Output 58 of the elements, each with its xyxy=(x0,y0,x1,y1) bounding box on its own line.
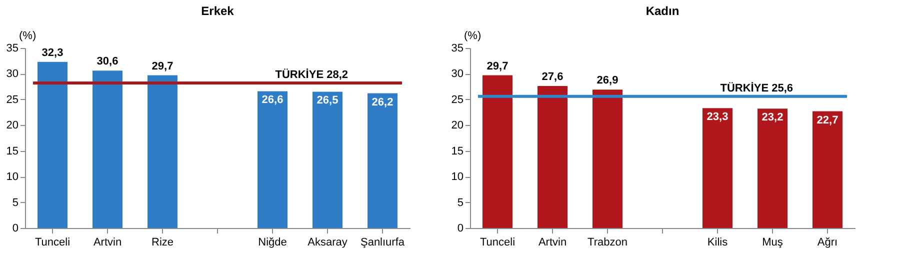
y-tick-label: 25 xyxy=(451,94,464,106)
y-axis-title: (%) xyxy=(19,30,36,42)
data-label: 26,9 xyxy=(596,74,618,87)
y-tick-label: 15 xyxy=(6,145,18,158)
y-tick-label: 15 xyxy=(451,145,464,158)
bar xyxy=(482,75,512,228)
data-label: 26,6 xyxy=(262,94,284,106)
x-tick-label: Şanlıurfa xyxy=(360,236,406,248)
y-tick-label: 5 xyxy=(12,196,18,209)
x-tick-label: Muş xyxy=(762,236,784,248)
data-label: 30,6 xyxy=(96,56,118,68)
x-tick-label: Ağrı xyxy=(817,236,838,248)
x-tick-label: Aksaray xyxy=(308,236,348,248)
bar xyxy=(812,111,842,228)
bar xyxy=(258,91,288,228)
data-label: 26,2 xyxy=(372,96,394,108)
bar xyxy=(538,86,568,228)
ref-line-label: TÜRKİYE 25,6 xyxy=(720,81,793,94)
bar xyxy=(702,108,732,228)
ref-line-label: TÜRKİYE 28,2 xyxy=(275,68,348,81)
x-tick-label: Tunceli xyxy=(34,236,70,248)
chart-title: Erkek xyxy=(201,4,234,18)
x-tick-label: Trabzon xyxy=(588,236,628,248)
bar xyxy=(38,62,68,228)
y-tick-label: 30 xyxy=(6,68,18,80)
y-tick-label: 0 xyxy=(12,222,18,234)
y-tick-label: 0 xyxy=(457,222,464,234)
y-tick-label: 10 xyxy=(6,171,18,184)
bar xyxy=(368,93,398,228)
y-tick-label: 5 xyxy=(457,196,464,209)
data-label: 23,3 xyxy=(706,111,728,124)
x-tick-label: Artvin xyxy=(538,236,567,248)
data-label: 23,2 xyxy=(762,112,784,124)
x-tick-label: Rize xyxy=(151,236,174,248)
y-axis-title: (%) xyxy=(464,30,482,42)
data-label: 22,7 xyxy=(816,114,838,126)
x-tick-label: Niğde xyxy=(258,236,287,248)
y-tick-label: 35 xyxy=(451,42,464,54)
y-tick-label: 20 xyxy=(6,120,18,132)
x-tick-label: Artvin xyxy=(93,236,122,248)
bar xyxy=(92,70,122,228)
data-label: 26,5 xyxy=(316,94,338,107)
y-tick-label: 25 xyxy=(6,94,18,106)
y-tick-label: 20 xyxy=(451,120,464,132)
bar xyxy=(592,90,622,228)
y-tick-label: 30 xyxy=(451,68,464,80)
data-label: 29,7 xyxy=(486,60,508,72)
y-tick-label: 10 xyxy=(451,171,464,184)
data-label: 29,7 xyxy=(152,60,174,72)
bar xyxy=(148,75,178,228)
y-tick-label: 35 xyxy=(6,42,18,54)
chart-title: Kadın xyxy=(646,4,680,18)
x-tick-label: Kilis xyxy=(707,236,728,248)
x-tick-label: Tunceli xyxy=(480,236,516,248)
data-label: 32,3 xyxy=(42,46,64,59)
bar xyxy=(312,92,342,228)
data-label: 27,6 xyxy=(542,71,564,84)
bar xyxy=(758,108,788,228)
